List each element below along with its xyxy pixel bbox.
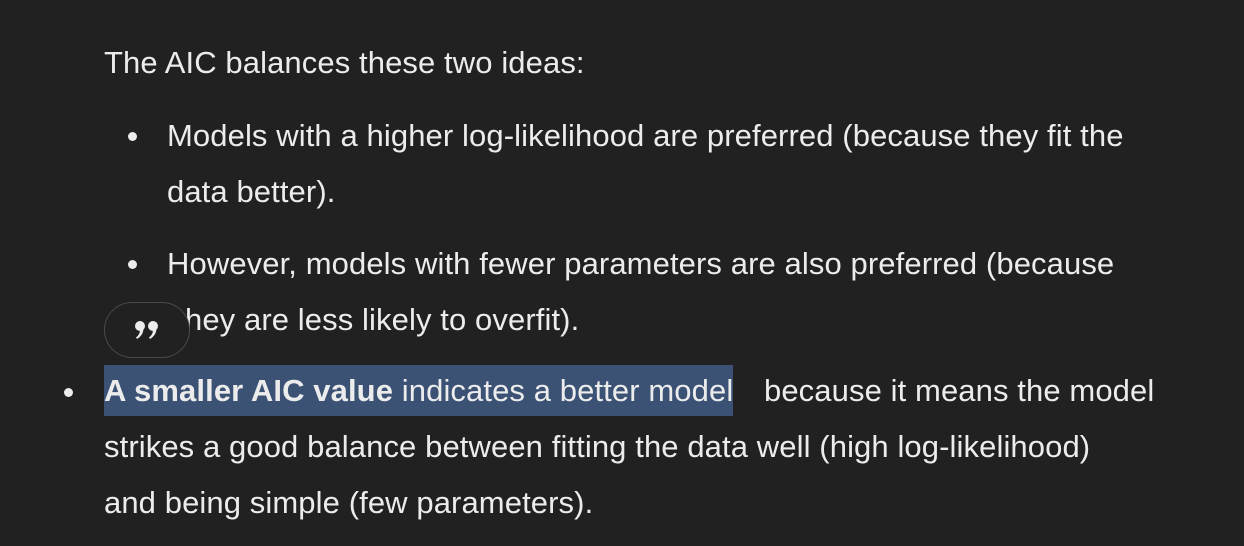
selected-rest: indicates a better model	[393, 373, 734, 408]
bold-phrase: A smaller AIC value	[104, 373, 394, 408]
sub-item-text: However, models with fewer parameters ar…	[167, 246, 1115, 281]
sub-item-text: data better).	[167, 174, 336, 209]
main-item-text: because it means the model	[764, 373, 1155, 408]
bullet-marker	[128, 260, 137, 269]
quote-icon	[134, 319, 160, 341]
main-item-line1: A smaller AIC value indicates a better m…	[104, 365, 734, 416]
bullet-marker	[64, 388, 73, 397]
main-item-text: and being simple (few parameters).	[104, 485, 594, 520]
sub-item-text: hey are less likely to overfit).	[185, 302, 580, 337]
quote-selection-button[interactable]	[104, 302, 190, 358]
main-item-text: strikes a good balance between fitting t…	[104, 429, 1091, 464]
intro-text: The AIC balances these two ideas:	[104, 45, 585, 80]
sub-item-text: Models with a higher log-likelihood are …	[167, 118, 1124, 153]
bullet-marker	[128, 132, 137, 141]
selected-text[interactable]: A smaller AIC value indicates a better m…	[104, 365, 734, 416]
